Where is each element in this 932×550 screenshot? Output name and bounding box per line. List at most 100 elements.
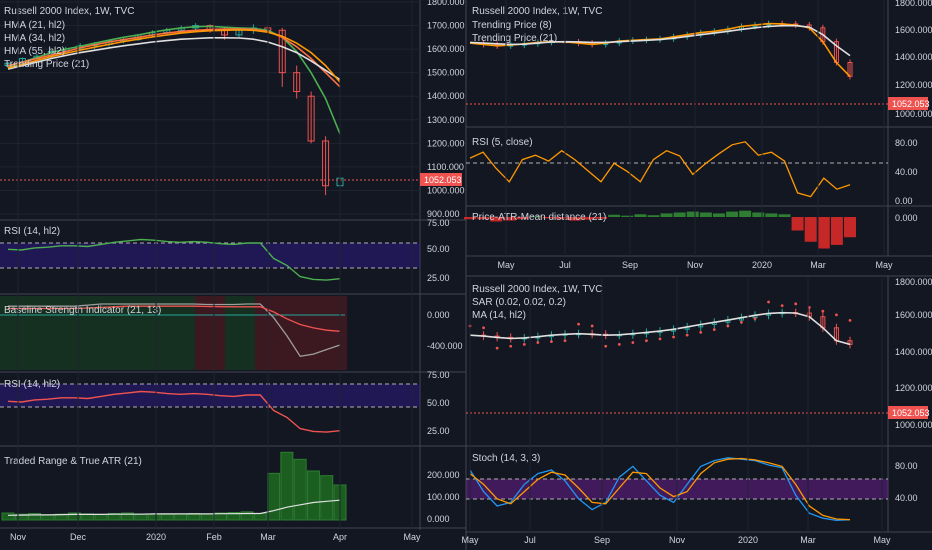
axis-1800: 1800.000 bbox=[895, 277, 932, 287]
left-bsi-pane[interactable]: Baseline Strength Indicator (21, 13) 0.0… bbox=[0, 296, 463, 370]
axis-1600: 1600.000 bbox=[895, 310, 932, 320]
sar-dot bbox=[740, 320, 743, 324]
right-top-patr-pane[interactable]: Price-ATR-Mean distance (21) 0.000 bbox=[464, 210, 918, 249]
candle-body bbox=[307, 95, 315, 142]
patr-bar bbox=[844, 217, 856, 238]
patr-bar bbox=[621, 215, 634, 217]
patr-bar bbox=[503, 217, 516, 221]
rsi-axis-40: 40.00 bbox=[895, 167, 918, 177]
patr-bar bbox=[791, 217, 804, 231]
right-top-price-pane[interactable]: 1052.053 Russell 2000 Index, 1W, TVC Tre… bbox=[466, 0, 932, 119]
rsi-series bbox=[469, 141, 851, 198]
chart-title: Russell 2000 Index, 1W, TVC bbox=[472, 6, 602, 17]
price-tick-label: 1500.000 bbox=[427, 68, 465, 78]
time-tick-label: May bbox=[461, 535, 479, 545]
atr-bar bbox=[320, 475, 334, 521]
sar-dot bbox=[821, 309, 825, 313]
axis-1200: 1200.000 bbox=[895, 80, 932, 90]
stoch-axis-80: 80.00 bbox=[895, 461, 918, 471]
left-chart[interactable]: 1052.053 Russell 2000 Index, 1W, TVC HMA… bbox=[0, 0, 467, 550]
sar-dot bbox=[495, 346, 499, 350]
rsi-line bbox=[7, 390, 341, 433]
rsi-line bbox=[469, 141, 851, 198]
rsi-axis-50: 50.00 bbox=[427, 398, 450, 408]
axis-1000: 1000.000 bbox=[895, 420, 932, 430]
left-price-pane[interactable]: 1052.053 Russell 2000 Index, 1W, TVC HMA… bbox=[0, 0, 465, 219]
sar-dot bbox=[672, 335, 675, 339]
indicator-lines bbox=[468, 300, 852, 350]
series-line-1 bbox=[7, 28, 341, 88]
right-top-chart[interactable]: 1052.053 Russell 2000 Index, 1W, TVC Tre… bbox=[464, 0, 932, 277]
price-tick-label: 1200.000 bbox=[427, 138, 465, 148]
patr-bar bbox=[595, 217, 608, 219]
series-line-3 bbox=[7, 28, 341, 83]
atr-bar bbox=[1, 512, 15, 521]
pane-title-atr: Traded Range & True ATR (21) bbox=[4, 456, 142, 467]
atr-bar bbox=[14, 513, 28, 521]
left-atr-pane[interactable]: Traded Range & True ATR (21) 200.000 100… bbox=[1, 451, 460, 524]
patr-bar bbox=[712, 213, 725, 217]
bsi-axis-m400: -400.000 bbox=[427, 341, 463, 351]
last-price-value: 1052.053 bbox=[892, 408, 930, 418]
atr-line bbox=[7, 499, 341, 516]
legend-trending-price-21[interactable]: Trending Price (21) bbox=[472, 33, 557, 44]
bsi-lines bbox=[8, 303, 341, 358]
time-axis[interactable]: Nov Dec 2020 Feb Mar Apr May bbox=[10, 0, 421, 542]
sar-dot bbox=[522, 343, 526, 346]
price-axis[interactable]: 1800.000 1700.000 1600.000 1500.000 1400.000… bbox=[427, 0, 465, 219]
sar-dot bbox=[835, 313, 838, 317]
candle-body bbox=[322, 140, 330, 187]
legend-trending-price[interactable]: Trending Price (21) bbox=[4, 59, 89, 70]
atr-bar bbox=[94, 513, 108, 521]
price-tick-label: 900.000 bbox=[427, 209, 460, 219]
legend-hma55[interactable]: HMA (55, hl2) bbox=[4, 46, 65, 57]
atr-axis-0: 0.000 bbox=[427, 514, 450, 524]
time-tick-label: 2020 bbox=[752, 260, 772, 270]
sar-dot bbox=[482, 326, 485, 330]
patr-bar bbox=[699, 212, 712, 217]
legend-sar[interactable]: SAR (0.02, 0.02, 0.2) bbox=[472, 297, 566, 308]
bsi-axis-0: 0.000 bbox=[427, 310, 450, 320]
right-bottom-price-pane[interactable]: 1052.053 Russell 2000 Index, 1W, TVC SAR… bbox=[466, 277, 932, 430]
right-bottom-chart[interactable]: 1052.053 Russell 2000 Index, 1W, TVC SAR… bbox=[461, 276, 932, 545]
left-rsi1-pane[interactable]: RSI (14, hl2) 75.00 50.00 25.00 bbox=[0, 218, 450, 283]
price-tick-label: 1100.000 bbox=[427, 162, 464, 172]
patr-bar bbox=[542, 217, 555, 219]
pane-title-bsi: Baseline Strength Indicator (21, 13) bbox=[4, 305, 161, 316]
candle-body bbox=[847, 340, 853, 345]
time-tick-label: 2020 bbox=[738, 535, 758, 545]
time-tick-label: Mar bbox=[810, 260, 826, 270]
axis-1000: 1000.000 bbox=[895, 109, 932, 119]
legend-ma[interactable]: MA (14, hl2) bbox=[472, 310, 526, 321]
time-tick-label: Apr bbox=[333, 532, 347, 542]
atr-bar bbox=[293, 458, 307, 521]
time-axis[interactable]: May Jul Sep Nov 2020 Mar May bbox=[497, 0, 893, 270]
time-axis[interactable]: May Jul Sep Nov 2020 Mar May bbox=[461, 278, 891, 545]
sar-dot bbox=[699, 331, 703, 334]
legend-hma21[interactable]: HMA (21, hl2) bbox=[4, 20, 65, 31]
patr-bar bbox=[765, 213, 778, 217]
ma-line bbox=[469, 311, 851, 346]
price-label: 1052.053 bbox=[888, 406, 930, 419]
chart-title: Russell 2000 Index, 1W, TVC bbox=[4, 6, 134, 17]
time-tick-label: May bbox=[497, 260, 515, 270]
legend-trending-price-8[interactable]: Trending Price (8) bbox=[472, 20, 552, 31]
price-label: 1052.053 bbox=[420, 173, 462, 186]
left-rsi2-pane[interactable]: RSI (14, hl2) 75.00 50.00 25.00 bbox=[0, 370, 450, 436]
time-tick-label: Nov bbox=[10, 532, 27, 542]
sar-dot bbox=[685, 333, 689, 337]
time-tick-label: Nov bbox=[669, 535, 686, 545]
axis-1800: 1800.000 bbox=[895, 0, 932, 8]
patr-bar bbox=[568, 217, 581, 221]
sar-dot bbox=[563, 339, 567, 343]
atr-bar bbox=[253, 512, 267, 521]
sar-dot bbox=[536, 341, 540, 344]
stoch-k bbox=[469, 457, 851, 522]
legend-hma34[interactable]: HMA (34, hl2) bbox=[4, 33, 65, 44]
patr-bar bbox=[817, 217, 830, 249]
rsi-axis-80: 80.00 bbox=[895, 138, 918, 148]
pane-title-stoch: Stoch (14, 3, 3) bbox=[472, 453, 540, 464]
price-tick-label: 1700.000 bbox=[427, 21, 465, 31]
patr-bar bbox=[739, 210, 752, 217]
patr-bar bbox=[464, 217, 476, 220]
